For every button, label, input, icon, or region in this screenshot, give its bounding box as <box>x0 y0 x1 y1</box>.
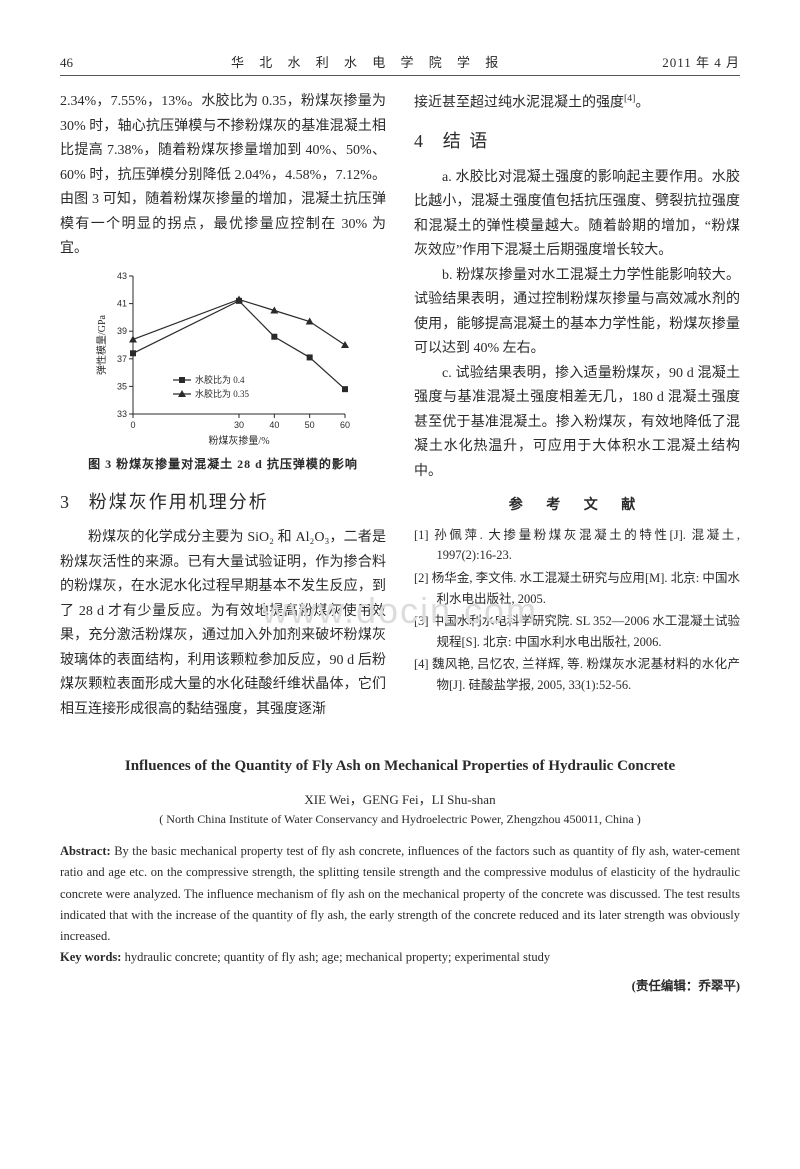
svg-text:43: 43 <box>117 271 127 281</box>
svg-text:35: 35 <box>117 381 127 391</box>
continued-paragraph: 2.34%，7.55%，13%。水胶比为 0.35，粉煤灰掺量为 30% 时，轴… <box>60 90 386 262</box>
abstract-text: By the basic mechanical property test of… <box>60 844 740 943</box>
keywords-label: Key words: <box>60 950 121 964</box>
page-number: 46 <box>60 55 73 71</box>
references-list: [1] 孙佩萍. 大掺量粉煤灰混凝土的特性[J]. 混凝土, 1997(2):1… <box>414 525 740 696</box>
section-number: 4 <box>414 126 443 158</box>
section-3-paragraph: 粉煤灰的化学成分主要为 SiO₂ 和 Al₂O₃，二者是粉煤灰活性的来源。已有大… <box>60 526 386 722</box>
svg-text:弹性模量/GPa: 弹性模量/GPa <box>95 314 108 375</box>
reference-item: [1] 孙佩萍. 大掺量粉煤灰混凝土的特性[J]. 混凝土, 1997(2):1… <box>414 525 740 566</box>
continued-paragraph-right: 接近甚至超过纯水泥混凝土的强度[4]。 <box>414 90 740 116</box>
svg-text:39: 39 <box>117 326 127 336</box>
references-heading: 参 考 文 献 <box>414 494 740 519</box>
abstract-label: Abstract: <box>60 844 111 858</box>
section-title: 粉煤灰作用机理分析 <box>89 492 269 512</box>
svg-text:水胶比为 0.4: 水胶比为 0.4 <box>195 374 245 385</box>
figure-3-caption: 图 3 粉煤灰掺量对混凝土 28 d 抗压弹模的影响 <box>60 454 386 475</box>
citation-superscript: [4] <box>624 93 635 104</box>
two-column-body: 2.34%，7.55%，13%。水胶比为 0.35，粉煤灰掺量为 30% 时，轴… <box>60 90 740 722</box>
reference-item: [3] 中国水利水电科学研究院. SL 352—2006 水工混凝土试验规程[S… <box>414 611 740 652</box>
svg-text:33: 33 <box>117 409 127 419</box>
svg-text:粉煤灰掺量/%: 粉煤灰掺量/% <box>208 434 269 447</box>
right-column: 接近甚至超过纯水泥混凝土的强度[4]。 4结 语 a. 水胶比对混凝土强度的影响… <box>414 90 740 722</box>
section-4-heading: 4结 语 <box>414 126 740 158</box>
svg-text:41: 41 <box>117 298 127 308</box>
svg-text:50: 50 <box>305 420 315 430</box>
issue-date: 2011 年 4 月 <box>662 52 740 71</box>
figure-3-chart: 33 35 37 39 41 43 0 30 40 50 60 粉煤灰掺量/% 弹性模量/GPa 水胶比为… <box>93 268 353 448</box>
section-3-heading: 3粉煤灰作用机理分析 <box>60 487 386 519</box>
svg-text:37: 37 <box>117 353 127 363</box>
section-number: 3 <box>60 487 89 519</box>
line-chart-svg: 33 35 37 39 41 43 0 30 40 50 60 粉煤灰掺量/% 弹性模量/GPa 水胶比为… <box>93 268 353 448</box>
english-affiliation: ( North China Institute of Water Conserv… <box>60 812 740 827</box>
english-keywords: Key words: hydraulic concrete; quantity … <box>60 947 740 968</box>
english-abstract: Abstract: By the basic mechanical proper… <box>60 841 740 947</box>
conclusion-c: c. 试验结果表明，掺入适量粉煤灰，90 d 混凝土强度与基准混凝土强度相差无几… <box>414 362 740 485</box>
journal-title: 华 北 水 利 水 电 学 院 学 报 <box>231 52 504 71</box>
svg-text:0: 0 <box>130 420 135 430</box>
text-run: 接近甚至超过纯水泥混凝土的强度 <box>414 96 624 111</box>
responsible-editor: (责任编辑：乔翠平) <box>60 975 740 994</box>
keywords-text: hydraulic concrete; quantity of fly ash;… <box>121 950 550 964</box>
svg-text:30: 30 <box>234 420 244 430</box>
svg-text:40: 40 <box>269 420 279 430</box>
conclusion-b: b. 粉煤灰掺量对水工混凝土力学性能影响较大。试验结果表明，通过控制粉煤灰掺量与… <box>414 264 740 362</box>
english-authors: XIE Wei，GENG Fei，LI Shu-shan <box>60 789 740 808</box>
reference-item: [4] 魏风艳, 吕忆农, 兰祥辉, 等. 粉煤灰水泥基材料的水化产物[J]. … <box>414 654 740 695</box>
english-abstract-block: Influences of the Quantity of Fly Ash on… <box>60 758 740 994</box>
section-title: 结 语 <box>443 131 490 151</box>
text-run: 。 <box>635 96 649 111</box>
svg-text:60: 60 <box>340 420 350 430</box>
conclusion-a: a. 水胶比对混凝土强度的影响起主要作用。水胶比越小，混凝土强度值包括抗压强度、… <box>414 166 740 264</box>
reference-item: [2] 杨华金, 李文伟. 水工混凝土研究与应用[M]. 北京: 中国水利水电出… <box>414 568 740 609</box>
page-header: 46 华 北 水 利 水 电 学 院 学 报 2011 年 4 月 <box>60 52 740 76</box>
english-title: Influences of the Quantity of Fly Ash on… <box>60 758 740 775</box>
left-column: 2.34%，7.55%，13%。水胶比为 0.35，粉煤灰掺量为 30% 时，轴… <box>60 90 386 722</box>
svg-text:水胶比为 0.35: 水胶比为 0.35 <box>195 388 250 399</box>
